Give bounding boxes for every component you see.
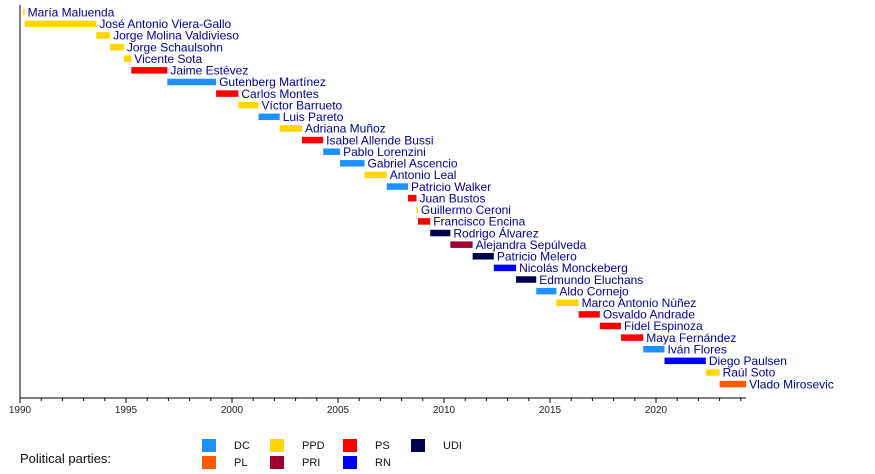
x-tick-label: 2000: [221, 405, 244, 416]
x-tick-label: 2020: [645, 405, 668, 416]
term-bar: [417, 218, 431, 225]
legend-swatch: [202, 456, 216, 469]
term-bar: [24, 20, 97, 28]
x-tick-label: 1995: [115, 405, 138, 416]
president-label: Adriana Muñoz: [305, 122, 386, 136]
president-label: Isabel Allende Bussi: [326, 133, 433, 147]
x-tick-label: 2015: [539, 405, 562, 416]
term-bar: [407, 194, 417, 202]
legend-item-ps: PS: [343, 439, 390, 452]
term-bar: [110, 43, 124, 51]
term-bar: [493, 264, 517, 272]
legend-label: RN: [375, 456, 391, 469]
timeline-chart: 1990 1995 2000 2005 2010 2015 2020 María Malue…: [9, 5, 834, 416]
legend-swatch: [343, 456, 357, 469]
president-label: Francisco Encina: [433, 215, 525, 229]
legend-label: UDI: [443, 439, 462, 452]
term-bar: [430, 229, 451, 237]
president-label: Guillermo Ceroni: [421, 203, 511, 217]
president-label: Juan Bustos: [419, 191, 485, 205]
legend-title: Political parties:: [20, 451, 112, 466]
term-bar: [123, 55, 132, 62]
legend-item-udi: UDI: [411, 439, 462, 452]
term-bar: [323, 148, 341, 155]
term-bar: [167, 78, 217, 86]
x-tick-label: 2010: [433, 405, 456, 416]
term-bar: [472, 253, 494, 260]
president-label: María Maluenda: [28, 6, 115, 20]
legend-swatch: [202, 439, 216, 452]
legend-swatch: [343, 439, 357, 452]
president-label: Víctor Barrueto: [262, 98, 343, 112]
x-tick-label: 1990: [9, 405, 32, 416]
term-bar: [599, 322, 622, 330]
president-label: Antonio Leal: [390, 168, 457, 182]
term-bar: [578, 311, 600, 318]
president-label: Vlado Mirosevic: [749, 377, 834, 391]
president-label: Jorge Molina Valdivieso: [113, 29, 239, 43]
legend-item-rn: RN: [343, 456, 391, 469]
x-tick-label: 2005: [327, 405, 350, 416]
president-label: Iván Flores: [667, 342, 726, 356]
term-bar: [416, 206, 418, 214]
term-bar: [516, 276, 537, 283]
president-label: Luis Pareto: [283, 110, 344, 124]
president-label: Marco Antonio Núñez: [582, 296, 697, 310]
legend-item-ppd: PPD: [270, 439, 325, 452]
legend-swatch: [270, 439, 284, 452]
term-bar: [386, 183, 408, 190]
president-label: Edmundo Eluchans: [539, 273, 643, 287]
president-label: Patricio Melero: [497, 250, 577, 264]
term-bar: [705, 369, 720, 376]
legend-swatch: [411, 439, 425, 452]
legend-label: DC: [234, 439, 250, 452]
legend-label: PL: [234, 456, 248, 469]
term-bar: [450, 241, 473, 248]
president-label: Raúl Soto: [723, 366, 776, 380]
president-label: Nicolás Monckeberg: [519, 261, 628, 275]
legend-label: PRI: [302, 456, 321, 469]
legend-label: PS: [375, 439, 390, 452]
term-bar: [340, 160, 365, 167]
president-label: Gabriel Ascencio: [368, 157, 458, 171]
term-bar: [643, 345, 665, 353]
president-label: Jorge Schaulsohn: [127, 40, 223, 54]
president-label: Vicente Sota: [134, 52, 202, 66]
term-bar: [364, 171, 387, 179]
term-bar: [536, 287, 557, 295]
term-bar: [719, 380, 747, 388]
president-label: Rodrigo Álvarez: [453, 225, 538, 240]
term-bar: [664, 357, 706, 365]
term-bar: [23, 9, 25, 16]
term-bar: [258, 113, 280, 121]
president-label: José Antonio Viera-Gallo: [99, 17, 231, 31]
legend-swatch: [270, 456, 284, 469]
president-label: Carlos Montes: [241, 87, 318, 101]
term-bar: [96, 32, 111, 39]
term-bar: [131, 67, 168, 74]
president-label: Pablo Lorenzini: [343, 145, 426, 159]
term-bar: [216, 90, 239, 97]
term-bar: [301, 136, 324, 144]
legend-label: PPD: [302, 439, 325, 452]
president-label: Jaime Estévez: [170, 64, 248, 78]
president-label: Aldo Cornejo: [559, 284, 629, 298]
president-label: Diego Paulsen: [709, 354, 787, 368]
president-label: Osvaldo Andrade: [603, 308, 695, 322]
term-bar: [556, 299, 579, 306]
president-label: Gutenberg Martínez: [219, 75, 326, 89]
legend-item-pl: PL: [202, 456, 247, 469]
term-bar: [279, 125, 302, 132]
legend-item-pri: PRI: [270, 456, 320, 469]
president-label: Alejandra Sepúlveda: [476, 238, 587, 252]
x-axis-ticks: 1990 1995 2000 2005 2010 2015 2020: [9, 398, 742, 416]
legend-item-dc: DC: [202, 439, 250, 452]
president-label: Maya Fernández: [646, 331, 736, 345]
term-bar: [621, 334, 644, 341]
term-bar: [238, 101, 259, 109]
president-label: Patricio Walker: [411, 180, 491, 194]
president-label: Fidel Espinoza: [624, 319, 703, 333]
